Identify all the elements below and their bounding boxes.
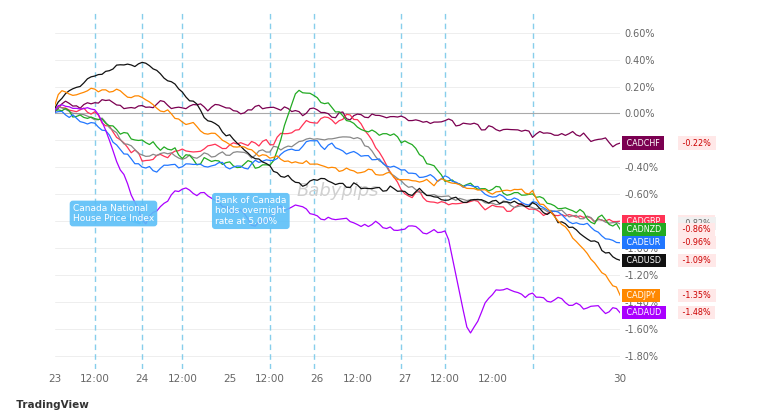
Text: -0.86%: -0.86% — [680, 225, 713, 234]
Text: CADNZD: CADNZD — [624, 225, 664, 234]
Text: -0.96%: -0.96% — [680, 238, 714, 247]
Text: -1.09%: -1.09% — [680, 256, 714, 265]
Text: CADCHF: CADCHF — [624, 139, 662, 148]
Text: CADEUR: CADEUR — [624, 238, 663, 247]
Text: -0.80%: -0.80% — [680, 217, 713, 226]
Text: -1.35%: -1.35% — [680, 291, 714, 300]
Text: CADUSD: CADUSD — [624, 256, 664, 265]
Text: CADGBP: CADGBP — [624, 217, 663, 226]
Text: TradingView: TradingView — [9, 400, 89, 410]
Text: CADJPY: CADJPY — [624, 291, 658, 300]
Text: Canada National
House Price Index: Canada National House Price Index — [73, 204, 154, 223]
Text: Babypips: Babypips — [296, 182, 378, 200]
Text: Bank of Canada
holds overnight
rate at 5.00%: Bank of Canada holds overnight rate at 5… — [215, 196, 286, 226]
Text: -0.22%: -0.22% — [680, 139, 714, 148]
Text: -0.82%: -0.82% — [680, 220, 714, 228]
Text: -1.48%: -1.48% — [680, 308, 713, 317]
Text: CADAUD: CADAUD — [624, 308, 664, 317]
